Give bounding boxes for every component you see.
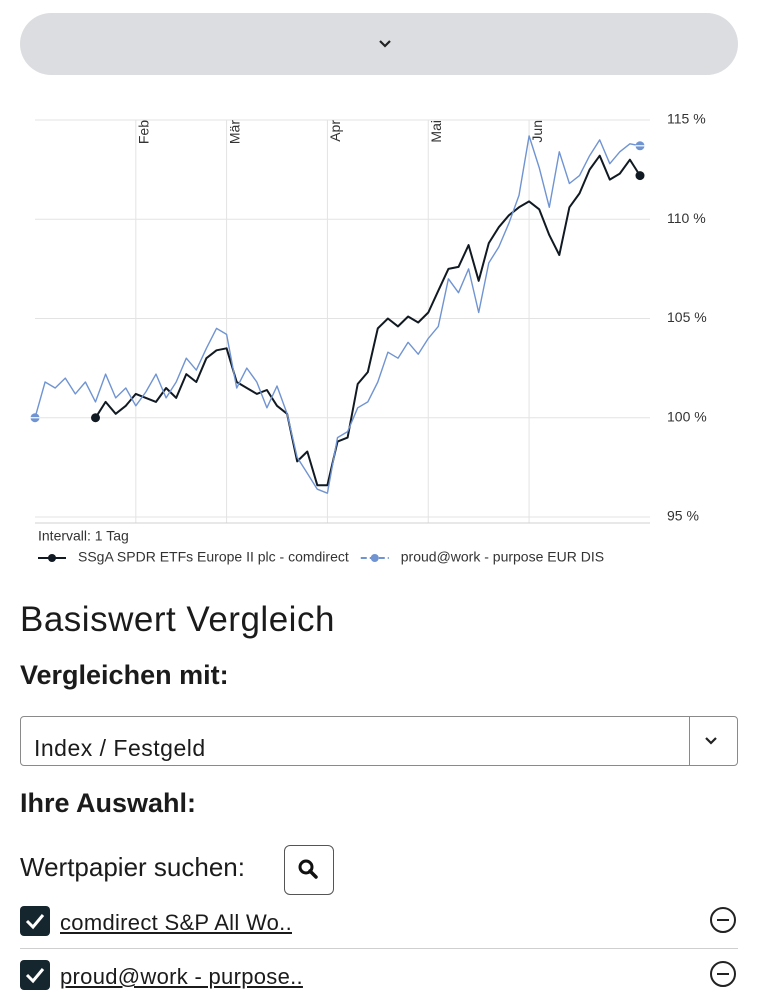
- section-title: Basiswert Vergleich: [20, 600, 335, 639]
- selected-item[interactable]: proud@work - purpose..: [60, 964, 303, 989]
- legend-symbol: [48, 554, 56, 562]
- selected-item[interactable]: comdirect S&P All Wo..: [60, 910, 292, 935]
- point-marker: [635, 171, 645, 181]
- legend-label: SSgA SPDR ETFs Europe II plc - comdirect: [78, 549, 349, 565]
- interval-annotation: Intervall: 1 Tag: [38, 528, 129, 544]
- remove-icon[interactable]: [709, 906, 737, 934]
- y-tick-label: 95 %: [667, 508, 699, 524]
- search-label: Wertpapier suchen:: [20, 852, 245, 882]
- y-tick-label: 110 %: [667, 210, 706, 226]
- legend-label: proud@work - purpose EUR DIS: [401, 549, 604, 565]
- select-divider: [689, 717, 690, 765]
- separator: [20, 948, 738, 949]
- x-tick-label: Mär: [226, 120, 242, 144]
- x-tick-label: Apr: [327, 120, 343, 142]
- search-icon: [298, 859, 318, 879]
- x-tick-label: Mai: [428, 120, 444, 143]
- chevron-icon: [379, 40, 391, 48]
- y-tick-label: 100 %: [667, 408, 707, 424]
- selection-label: Ihre Auswahl:: [20, 788, 197, 818]
- y-tick-label: 115 %: [667, 111, 706, 127]
- chart: Intervall: 1 Tag 95 % 100 % 105 % 110 % 115 …: [20, 13, 738, 565]
- point-marker: [91, 413, 100, 423]
- x-tick-label: Feb: [136, 120, 152, 144]
- remove-icon[interactable]: [709, 960, 737, 988]
- select-chevron: [705, 737, 717, 745]
- checkbox[interactable]: [20, 906, 50, 936]
- collapse-bar[interactable]: [20, 13, 738, 75]
- x-tick-label: Jun: [529, 120, 545, 143]
- compare-select[interactable]: Index / Festgeld: [20, 716, 738, 766]
- checkbox[interactable]: [20, 960, 50, 990]
- line-series: [94, 154, 641, 487]
- legend-symbol: [370, 554, 379, 562]
- search-button[interactable]: [284, 845, 334, 895]
- compare-label: Vergleichen mit:: [20, 660, 229, 690]
- y-tick-label: 105 %: [667, 309, 707, 325]
- line-series: [34, 135, 641, 494]
- compare-value: Index / Festgeld: [34, 735, 206, 761]
